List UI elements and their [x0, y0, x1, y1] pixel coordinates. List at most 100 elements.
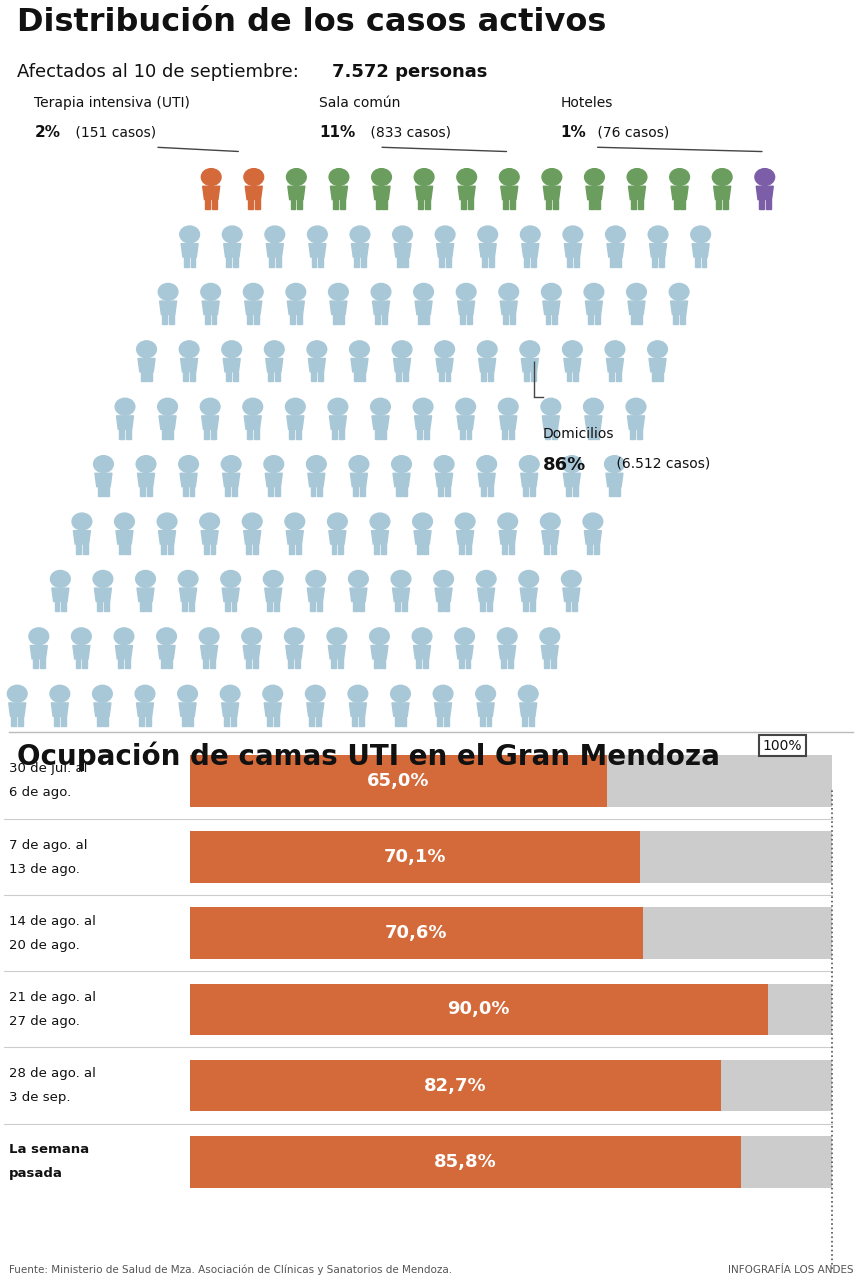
Bar [331, 544, 336, 554]
Bar [354, 257, 359, 266]
Polygon shape [94, 703, 111, 717]
Circle shape [71, 628, 91, 645]
Text: La semana: La semana [9, 1143, 89, 1156]
Bar [225, 486, 230, 497]
Bar [551, 429, 556, 439]
Polygon shape [435, 474, 452, 486]
Circle shape [519, 340, 539, 357]
Bar [651, 372, 656, 381]
Bar [254, 200, 259, 209]
Circle shape [668, 283, 688, 301]
Circle shape [542, 169, 561, 186]
Bar [758, 200, 763, 209]
Polygon shape [564, 243, 580, 257]
Text: (833 casos): (833 casos) [366, 125, 451, 140]
Polygon shape [181, 358, 197, 372]
Polygon shape [222, 474, 239, 486]
Bar [550, 659, 555, 668]
Bar [316, 717, 321, 726]
Bar [587, 429, 592, 439]
Bar [437, 602, 443, 611]
Bar [445, 257, 450, 266]
Bar [701, 257, 706, 266]
Polygon shape [436, 358, 453, 372]
Circle shape [413, 283, 433, 301]
Polygon shape [479, 243, 496, 257]
Circle shape [222, 227, 242, 243]
Polygon shape [287, 301, 304, 315]
Bar [424, 315, 429, 324]
Polygon shape [350, 474, 367, 486]
Polygon shape [691, 243, 709, 257]
Polygon shape [222, 588, 238, 602]
Bar [508, 544, 513, 554]
Bar [339, 315, 344, 324]
Bar [615, 372, 620, 381]
Polygon shape [435, 588, 451, 602]
Circle shape [626, 283, 646, 301]
Bar [359, 602, 364, 611]
Bar [466, 544, 470, 554]
Bar [595, 200, 599, 209]
Polygon shape [437, 243, 453, 257]
Bar [252, 659, 257, 668]
Polygon shape [373, 186, 389, 200]
Bar [375, 315, 380, 324]
Bar [189, 983, 831, 1036]
Polygon shape [628, 186, 645, 200]
Circle shape [244, 169, 263, 186]
Bar [572, 602, 577, 611]
Circle shape [455, 283, 475, 301]
Text: 85,8%: 85,8% [433, 1153, 496, 1171]
Circle shape [371, 283, 390, 301]
Circle shape [263, 456, 283, 472]
Circle shape [455, 398, 475, 415]
Circle shape [370, 398, 390, 415]
Circle shape [114, 628, 133, 645]
Bar [119, 429, 124, 439]
Bar [61, 602, 66, 611]
Circle shape [433, 685, 452, 703]
Circle shape [350, 227, 369, 243]
Bar [572, 486, 577, 497]
Polygon shape [542, 301, 559, 315]
Bar [119, 544, 123, 554]
Text: 11%: 11% [319, 125, 355, 140]
Bar [103, 717, 108, 726]
Bar [352, 602, 357, 611]
Bar [147, 372, 152, 381]
Bar [54, 602, 59, 611]
Bar [402, 372, 407, 381]
Circle shape [393, 227, 412, 243]
Circle shape [200, 398, 220, 415]
Bar [467, 200, 472, 209]
Bar [423, 544, 428, 554]
Bar [722, 200, 728, 209]
Bar [140, 486, 145, 497]
Circle shape [221, 456, 241, 472]
Text: 27 de ago.: 27 de ago. [9, 1015, 79, 1028]
Bar [54, 717, 59, 726]
Circle shape [434, 340, 454, 357]
Circle shape [285, 513, 304, 530]
Circle shape [220, 571, 240, 588]
Bar [694, 257, 699, 266]
Circle shape [178, 456, 198, 472]
Circle shape [562, 227, 582, 243]
Text: 7.572 personas: 7.572 personas [331, 63, 486, 81]
Bar [246, 429, 251, 439]
Circle shape [369, 513, 389, 530]
Bar [418, 315, 422, 324]
Circle shape [456, 169, 476, 186]
Bar [509, 315, 514, 324]
Bar [338, 659, 343, 668]
Bar [503, 200, 508, 209]
Bar [459, 429, 464, 439]
Polygon shape [307, 703, 324, 717]
Circle shape [477, 227, 497, 243]
Polygon shape [434, 703, 451, 717]
Circle shape [540, 513, 560, 530]
Circle shape [199, 628, 219, 645]
Bar [630, 200, 635, 209]
Bar [487, 372, 492, 381]
